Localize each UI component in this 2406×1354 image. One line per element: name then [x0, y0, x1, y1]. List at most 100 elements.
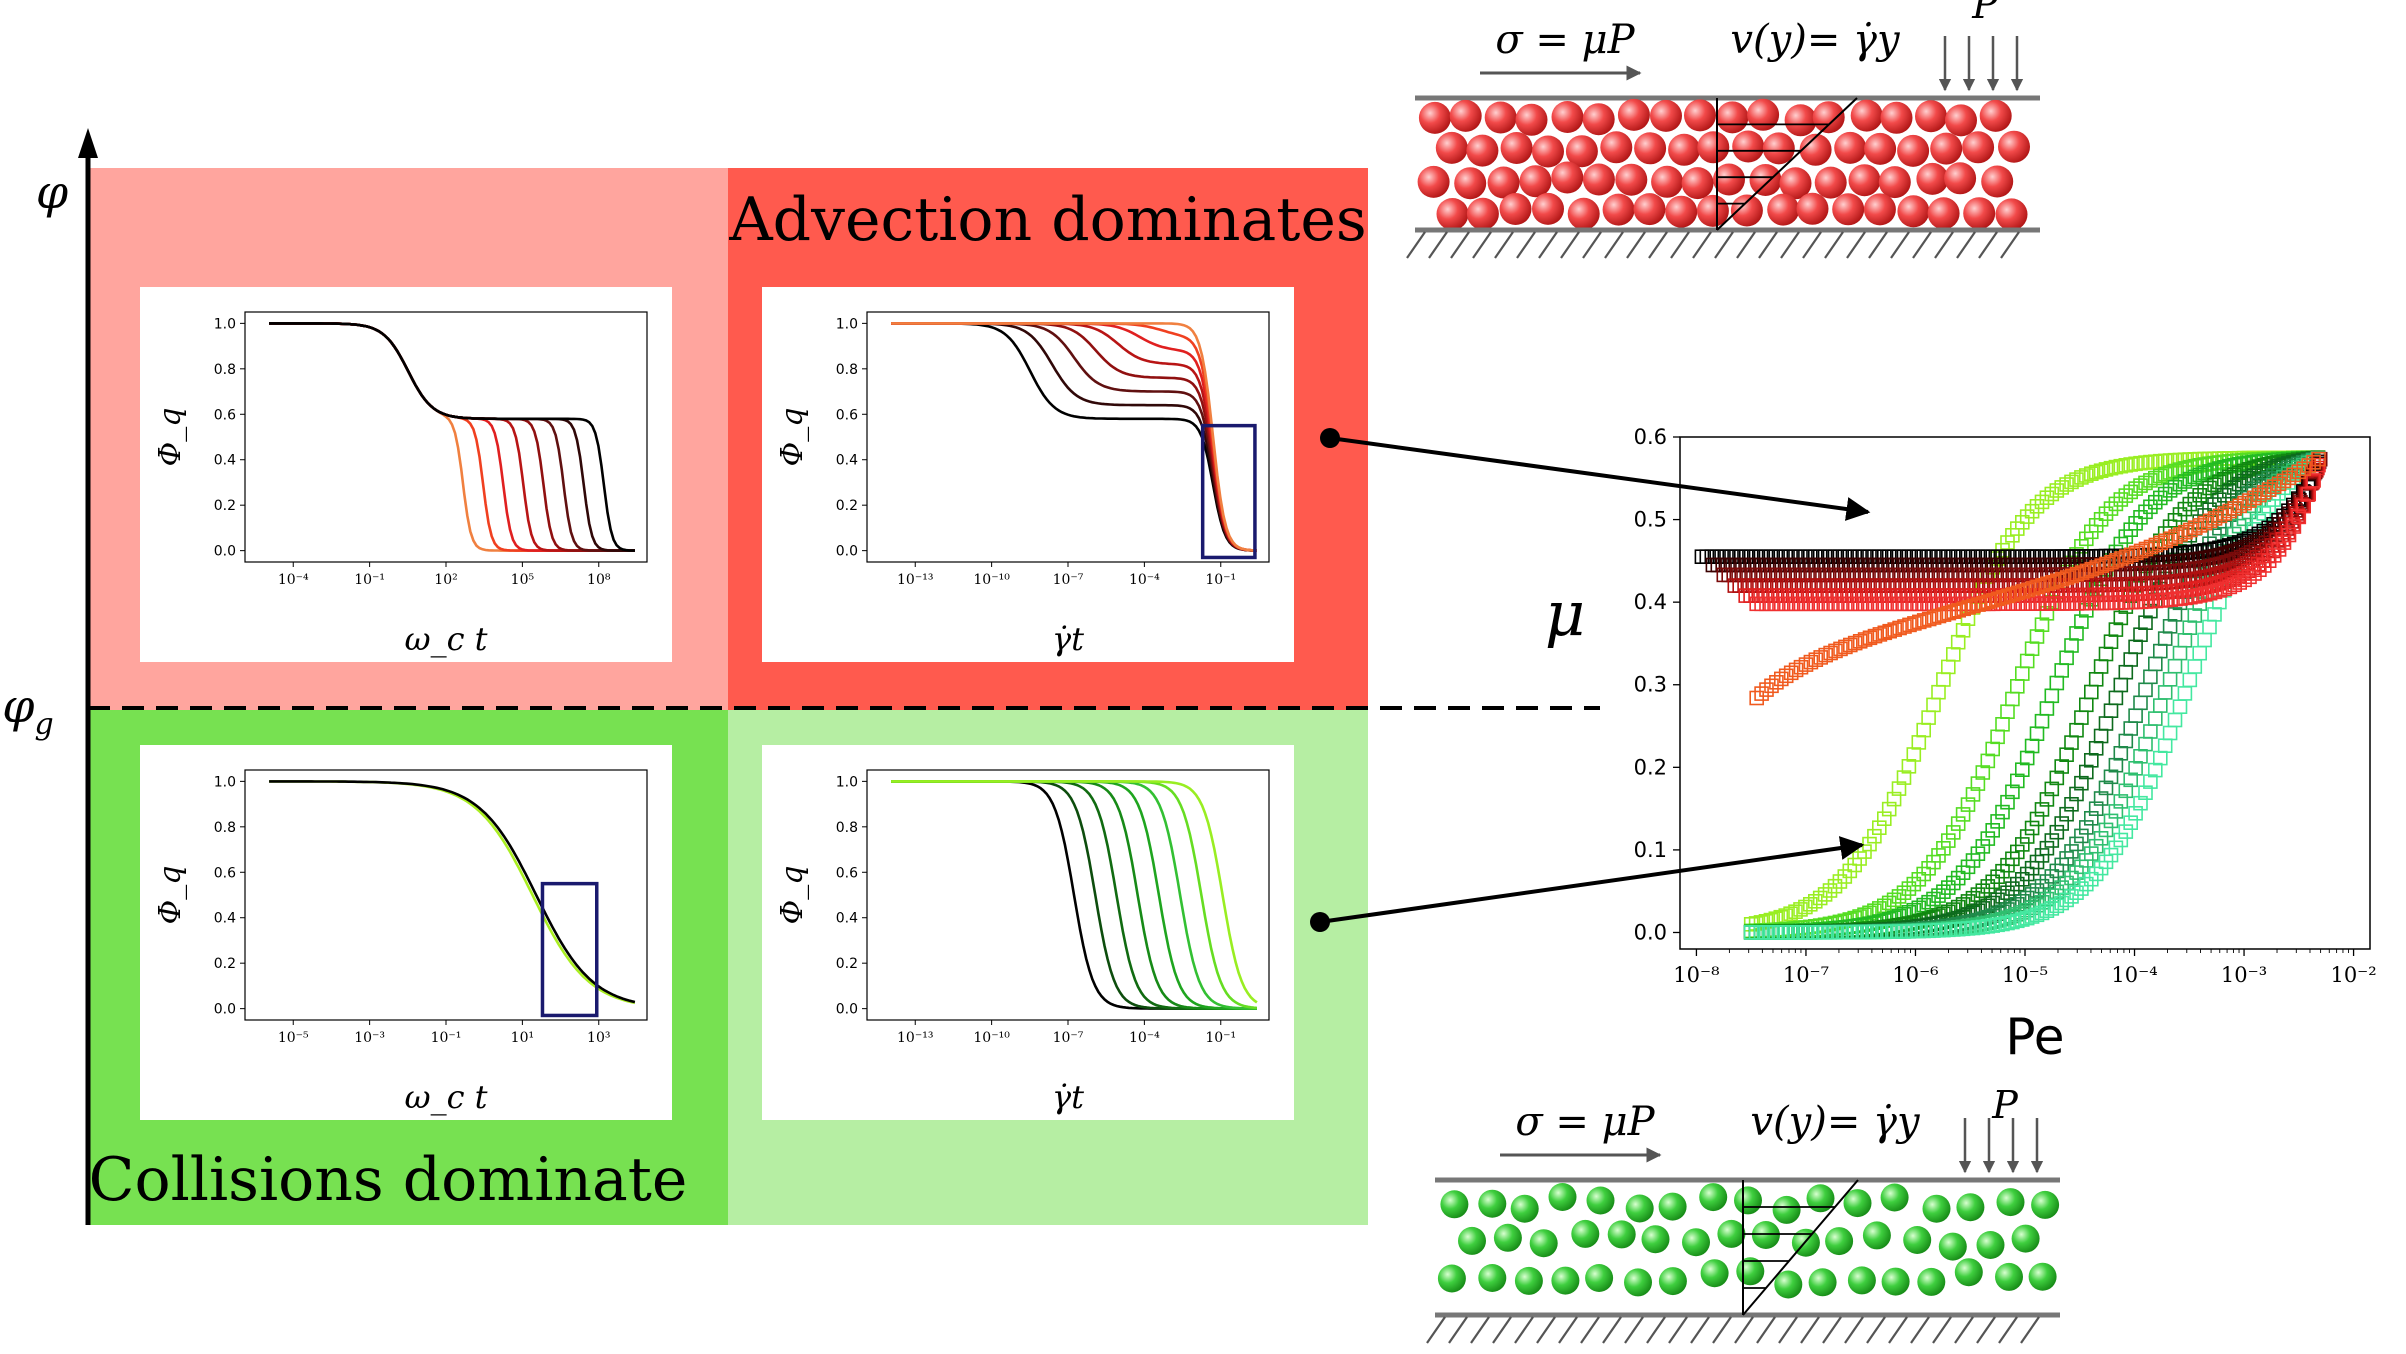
- data-point: [2034, 905, 2050, 921]
- data-point: [2217, 459, 2232, 475]
- data-point: [2207, 607, 2222, 622]
- data-point: [2005, 691, 2020, 707]
- wall-hatch: [1626, 231, 1646, 259]
- data-point: [2148, 537, 2164, 553]
- data-point: [1931, 608, 1947, 624]
- data-point: [2207, 477, 2222, 493]
- wall-hatch: [1668, 1316, 1688, 1344]
- particle: [1567, 197, 1600, 230]
- particle: [1962, 131, 1995, 164]
- relaxation-curve: [891, 780, 1258, 1004]
- data-point: [1961, 600, 1976, 615]
- data-point: [2202, 619, 2217, 635]
- data-point: [1892, 620, 1907, 636]
- data-point: [1891, 889, 1907, 904]
- data-point: [2064, 474, 2079, 490]
- xtick-label: 10⁻¹³: [897, 1030, 933, 1046]
- xtick-label: 10⁻³: [354, 1030, 385, 1046]
- data-point: [1867, 828, 1882, 844]
- xtick-label: 10⁻¹: [431, 1030, 462, 1046]
- particle: [1532, 192, 1564, 225]
- xtick-label: 10¹: [511, 1030, 534, 1046]
- xtick-label: 10⁻⁷: [1783, 963, 1829, 987]
- relaxation-curve: [269, 322, 635, 552]
- data-point: [2138, 736, 2153, 752]
- wall-hatch: [1426, 1316, 1446, 1344]
- data-point: [1872, 627, 1888, 642]
- particle: [1548, 1183, 1577, 1211]
- data-point: [2029, 907, 2045, 923]
- particle: [1449, 99, 1482, 132]
- xtick-label: 10⁻⁷: [1053, 572, 1084, 588]
- data-point: [2157, 738, 2173, 754]
- particle: [1880, 1183, 1909, 1212]
- data-point: [2246, 460, 2262, 476]
- data-point: [2098, 462, 2114, 477]
- data-point: [2207, 497, 2222, 512]
- data-point: [1976, 595, 1991, 611]
- data-point: [2034, 617, 2050, 633]
- data-point: [2118, 783, 2134, 799]
- data-point: [2044, 901, 2060, 916]
- particle: [1682, 1228, 1710, 1257]
- data-point: [1985, 822, 2000, 838]
- data-point: [2020, 582, 2035, 598]
- particle: [1551, 1266, 1580, 1295]
- particle: [1922, 1194, 1951, 1223]
- data-point: [2252, 562, 2267, 578]
- particle: [1848, 164, 1881, 197]
- data-point: [2252, 487, 2267, 503]
- panel-top-right: 0.0 0.2 0.4 0.6 0.8 1.0 10⁻¹³ 10⁻¹⁰ 10⁻⁷ 10⁻⁴ 10⁻¹…: [762, 287, 1294, 662]
- data-point: [2069, 836, 2084, 852]
- data-point: [2054, 571, 2070, 587]
- data-point: [2148, 711, 2163, 726]
- data-point: [2157, 631, 2173, 646]
- data-point: [2074, 828, 2089, 844]
- data-point: [2306, 454, 2321, 470]
- wall-hatch: [1998, 1316, 2018, 1344]
- phi-axis-arrowhead: [78, 128, 98, 158]
- data-point: [2167, 607, 2183, 622]
- data-point: [1926, 697, 1941, 713]
- relaxation-curve: [269, 780, 636, 1004]
- data-point: [2024, 738, 2040, 754]
- wall-hatch: [1448, 1316, 1468, 1344]
- data-point: [1837, 869, 1853, 884]
- wall-hatch: [1802, 231, 1822, 259]
- particle: [1435, 131, 1468, 164]
- data-point: [2177, 632, 2193, 648]
- data-point: [2108, 757, 2124, 773]
- data-point: [1975, 839, 1991, 854]
- velocity-label: v(y)= γ̇y: [1750, 1099, 1921, 1145]
- data-point: [2005, 881, 2020, 896]
- xtick-label: 10⁻¹: [1205, 1030, 1236, 1046]
- wall-hatch: [1624, 1316, 1644, 1344]
- data-point: [2128, 639, 2143, 655]
- mini-panels: 0.0 0.2 0.4 0.6 0.8 1.0 10⁻⁴ 10⁻¹ 10² 10⁵ 10⁸ ω_c t…: [140, 287, 1294, 1120]
- data-point: [2103, 703, 2119, 719]
- data-point: [2281, 527, 2297, 543]
- data-point: [2040, 576, 2055, 592]
- ytick-label: 0.2: [836, 498, 858, 514]
- data-point: [2177, 501, 2193, 517]
- schematic-top: σ = μP v(y)= γ̇y P: [1406, 0, 2040, 259]
- data-point: [2093, 791, 2109, 806]
- data-point: [1980, 753, 1996, 769]
- xtick-label: 10³: [587, 1030, 610, 1046]
- particle: [1767, 193, 1800, 226]
- data-point: [1946, 647, 1961, 662]
- wall-hatch: [1472, 231, 1492, 259]
- data-point: [1970, 776, 1986, 791]
- data-point: [2019, 910, 2035, 926]
- data-point: [2069, 885, 2084, 901]
- particle: [1812, 101, 1845, 134]
- data-point: [2113, 794, 2129, 809]
- wall-hatch: [1912, 231, 1932, 259]
- wall-hatch: [1844, 1316, 1864, 1344]
- data-point: [2286, 519, 2302, 534]
- stress-label: σ = μP: [1515, 1099, 1655, 1145]
- data-point: [2118, 664, 2134, 680]
- particle: [1927, 197, 1960, 230]
- data-point: [2093, 830, 2109, 846]
- data-point: [2098, 646, 2114, 662]
